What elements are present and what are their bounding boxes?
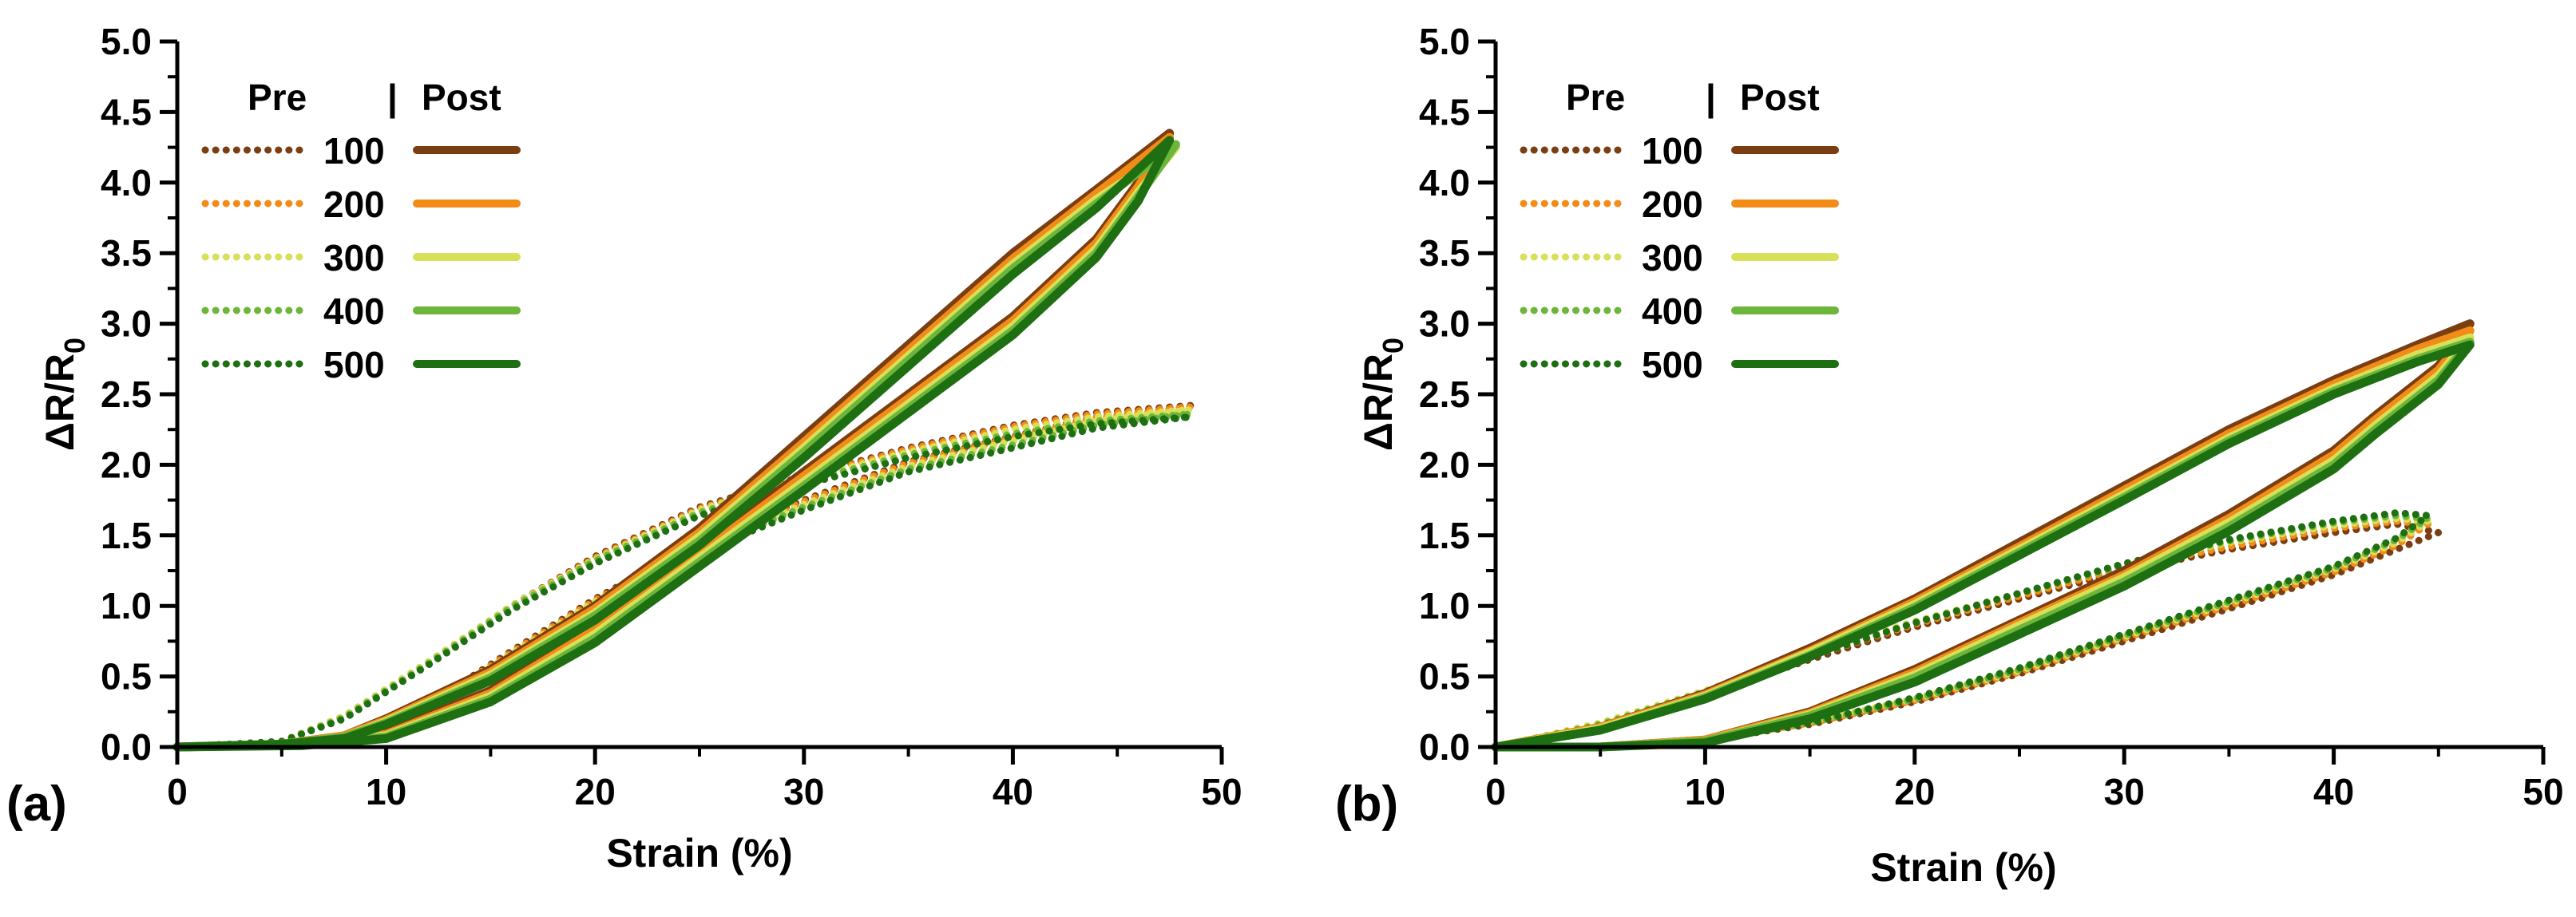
legend-header-pre: Pre — [248, 77, 307, 118]
x-tick-label: 20 — [575, 771, 616, 812]
x-tick-label: 20 — [1894, 771, 1935, 812]
legend-header-separator: | — [1706, 77, 1716, 118]
series-group — [1491, 319, 2475, 752]
y-axis-title: ΔR/R0 — [1356, 338, 1409, 451]
legend-entry-label: 400 — [323, 291, 385, 332]
y-axis-title-subscript: 0 — [58, 338, 91, 354]
y-tick-label: 2.0 — [1419, 444, 1470, 485]
panel-label: (a) — [6, 777, 67, 832]
y-tick-label: 0.0 — [1419, 726, 1470, 768]
series-line-pre-300 — [173, 405, 1195, 751]
x-tick-label: 10 — [366, 771, 406, 812]
y-tick-label: 0.0 — [101, 726, 152, 768]
x-tick-label: 40 — [2313, 771, 2354, 812]
panel-label: (b) — [1335, 777, 1398, 832]
x-tick-label: 40 — [993, 771, 1033, 812]
legend: Pre | Post 100 200 300 400 500 — [1520, 77, 1839, 385]
y-tick-label: 1.0 — [101, 585, 152, 626]
legend-entry-label: 500 — [1642, 344, 1703, 385]
y-tick-label: 5.0 — [1419, 21, 1470, 62]
y-axis-title-subscript: 0 — [1377, 338, 1409, 354]
series-line-pre-100 — [1492, 520, 2443, 751]
series-line-post-500 — [172, 136, 1175, 752]
y-tick-label: 0.5 — [1419, 656, 1470, 698]
x-tick-label: 50 — [1201, 771, 1242, 812]
y-tick-label: 4.0 — [1419, 162, 1470, 204]
x-tick-label: 30 — [2104, 771, 2145, 812]
y-tick-label: 0.5 — [101, 656, 152, 698]
legend: Pre | Post 100 200 300 400 500 — [201, 77, 521, 385]
legend-entry-label: 200 — [1642, 184, 1703, 225]
y-tick-label: 1.0 — [1419, 585, 1470, 626]
y-axis-title-main: ΔR/R — [1356, 354, 1401, 451]
legend-entry-label: 500 — [323, 344, 385, 385]
series-line-post-400 — [172, 140, 1180, 752]
legend-entry-label: 100 — [323, 130, 385, 172]
series-line-post-500 — [1491, 340, 2475, 752]
legend-entry-label: 200 — [323, 184, 385, 225]
x-tick-label: 0 — [167, 771, 188, 812]
panel-a: 0 10 20 30 40 50 0.0 0.5 1.0 1.5 2.0 2.5 3.0 3.5 4.0 4.… — [6, 21, 1242, 875]
x-tick-label: 10 — [1685, 771, 1726, 812]
y-tick-label: 2.5 — [1419, 374, 1470, 415]
y-tick-label: 5.0 — [101, 21, 152, 62]
y-tick-label: 3.5 — [101, 232, 152, 274]
y-tick-label: 4.5 — [1419, 91, 1470, 132]
y-axis-title: ΔR/R0 — [38, 338, 91, 451]
y-tick-label: 3.5 — [1419, 232, 1470, 274]
legend-header-post: Post — [422, 77, 501, 118]
legend-entry-label: 300 — [1642, 237, 1703, 279]
series-group — [172, 128, 1195, 752]
y-tick-label: 2.0 — [101, 444, 152, 485]
y-tick-label: 1.5 — [1419, 515, 1470, 556]
y-tick-label: 2.5 — [101, 374, 152, 415]
x-axis-title: Strain (%) — [1870, 845, 2056, 890]
x-tick-label: 50 — [2522, 771, 2563, 812]
legend-entry-label: 400 — [1642, 291, 1703, 332]
x-tick-label: 30 — [783, 771, 824, 812]
x-tick-label: 0 — [1485, 771, 1506, 812]
legend-entry-label: 100 — [1642, 130, 1703, 172]
legend-header-separator: | — [387, 77, 398, 118]
x-axis-title: Strain (%) — [606, 831, 792, 875]
y-axis-title-main: ΔR/R — [38, 354, 82, 451]
panel-b: 0 10 20 30 40 50 0.0 0.5 1.0 1.5 2.0 2.5 3.0 3.5 4.0 4.… — [1335, 21, 2564, 890]
y-tick-label: 4.5 — [101, 91, 152, 132]
legend-entry-label: 300 — [323, 237, 385, 279]
legend-header-post: Post — [1740, 77, 1820, 118]
legend-header-pre: Pre — [1566, 77, 1625, 118]
y-tick-label: 4.0 — [101, 162, 152, 204]
y-tick-label: 1.5 — [101, 515, 152, 556]
y-tick-label: 3.0 — [101, 303, 152, 345]
y-tick-label: 3.0 — [1419, 303, 1470, 345]
series-line-pre-400 — [173, 410, 1195, 751]
